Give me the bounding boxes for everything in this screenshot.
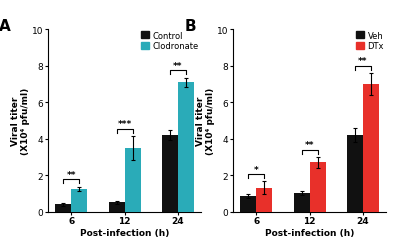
Legend: Veh, DTx: Veh, DTx <box>354 31 384 52</box>
Text: A: A <box>0 19 11 34</box>
Legend: Control, Clodronate: Control, Clodronate <box>140 31 199 52</box>
Bar <box>124 148 140 212</box>
Text: B: B <box>184 19 195 34</box>
Bar <box>178 83 194 212</box>
Text: ***: *** <box>117 120 132 129</box>
Bar <box>362 85 378 212</box>
Text: **: ** <box>304 140 314 149</box>
Bar <box>309 163 325 212</box>
Y-axis label: Viral titer
(X10⁴ pfu/ml): Viral titer (X10⁴ pfu/ml) <box>11 87 30 154</box>
Bar <box>346 136 362 212</box>
Bar <box>108 203 124 212</box>
Y-axis label: Viral titer
(X10⁴ pfu/ml): Viral titer (X10⁴ pfu/ml) <box>196 87 215 154</box>
Text: *: * <box>253 165 258 174</box>
Bar <box>71 189 87 212</box>
Text: **: ** <box>66 170 76 179</box>
Bar <box>255 188 271 212</box>
Text: **: ** <box>173 61 182 71</box>
Bar <box>55 204 71 212</box>
Bar <box>162 136 178 212</box>
Text: **: ** <box>357 57 367 66</box>
X-axis label: Post-infection (h): Post-infection (h) <box>264 228 353 237</box>
X-axis label: Post-infection (h): Post-infection (h) <box>80 228 169 237</box>
Bar <box>293 194 309 212</box>
Bar <box>239 196 255 212</box>
